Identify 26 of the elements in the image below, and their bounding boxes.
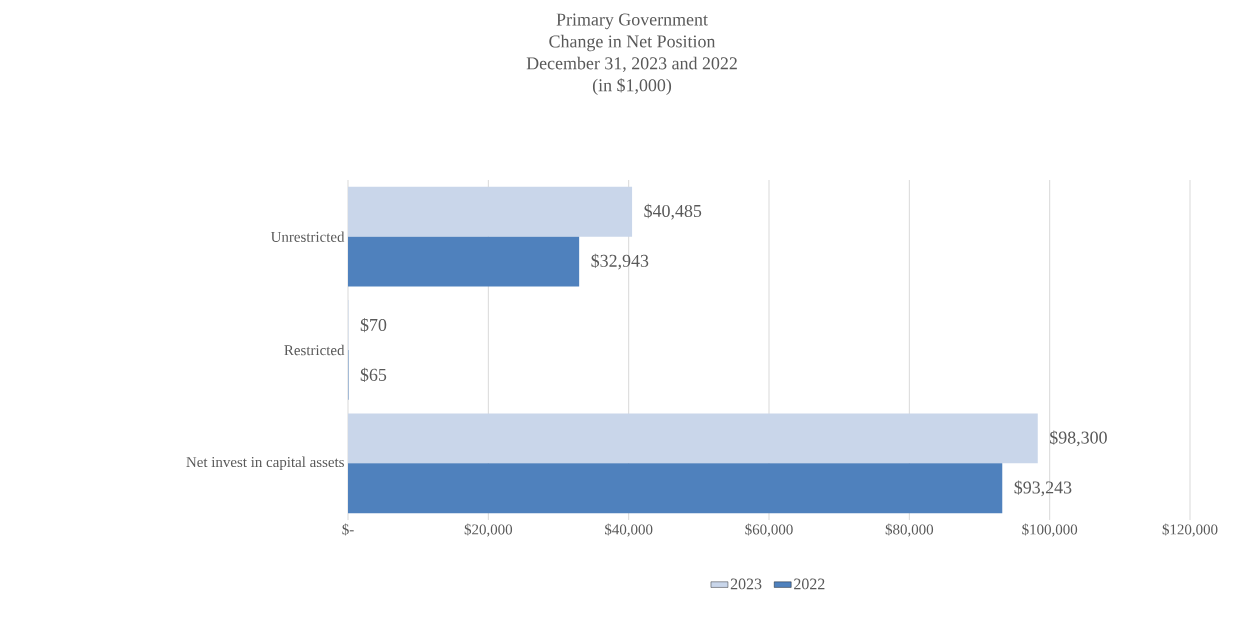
chart-subtitle: Change in Net Position bbox=[549, 34, 716, 52]
x-tick-label: $- bbox=[342, 523, 354, 536]
x-tick-label: $120,000 bbox=[1162, 523, 1218, 537]
y-tick-label: Unrestricted bbox=[270, 231, 345, 242]
legend-label: 2022 bbox=[794, 578, 825, 590]
data-label: $93,243 bbox=[1014, 480, 1072, 497]
bar bbox=[348, 236, 580, 287]
bar bbox=[348, 413, 1038, 464]
chart-title: Primary Government bbox=[556, 13, 708, 30]
legend-label: 2023 bbox=[730, 578, 762, 590]
data-label: $40,485 bbox=[644, 203, 702, 220]
x-tick-label: $100,000 bbox=[1022, 523, 1078, 537]
data-label: $65 bbox=[360, 367, 387, 383]
y-tick-label: Net invest in capital assets bbox=[186, 456, 344, 471]
bar bbox=[348, 186, 633, 237]
bar bbox=[348, 463, 1003, 514]
x-tick-label: $20,000 bbox=[464, 523, 513, 537]
x-tick-label: $40,000 bbox=[605, 523, 653, 537]
text: December 31, 2023 and 2022 bbox=[526, 56, 737, 72]
y-tick-label: Restricted bbox=[284, 344, 345, 356]
data-label: $98,300 bbox=[1050, 430, 1107, 447]
text: (in $1,000) bbox=[592, 78, 672, 95]
x-tick-label: $80,000 bbox=[885, 523, 934, 537]
data-label: $32,943 bbox=[591, 253, 649, 270]
x-tick-label: $60,000 bbox=[745, 523, 793, 537]
data-label: $70 bbox=[360, 317, 387, 333]
